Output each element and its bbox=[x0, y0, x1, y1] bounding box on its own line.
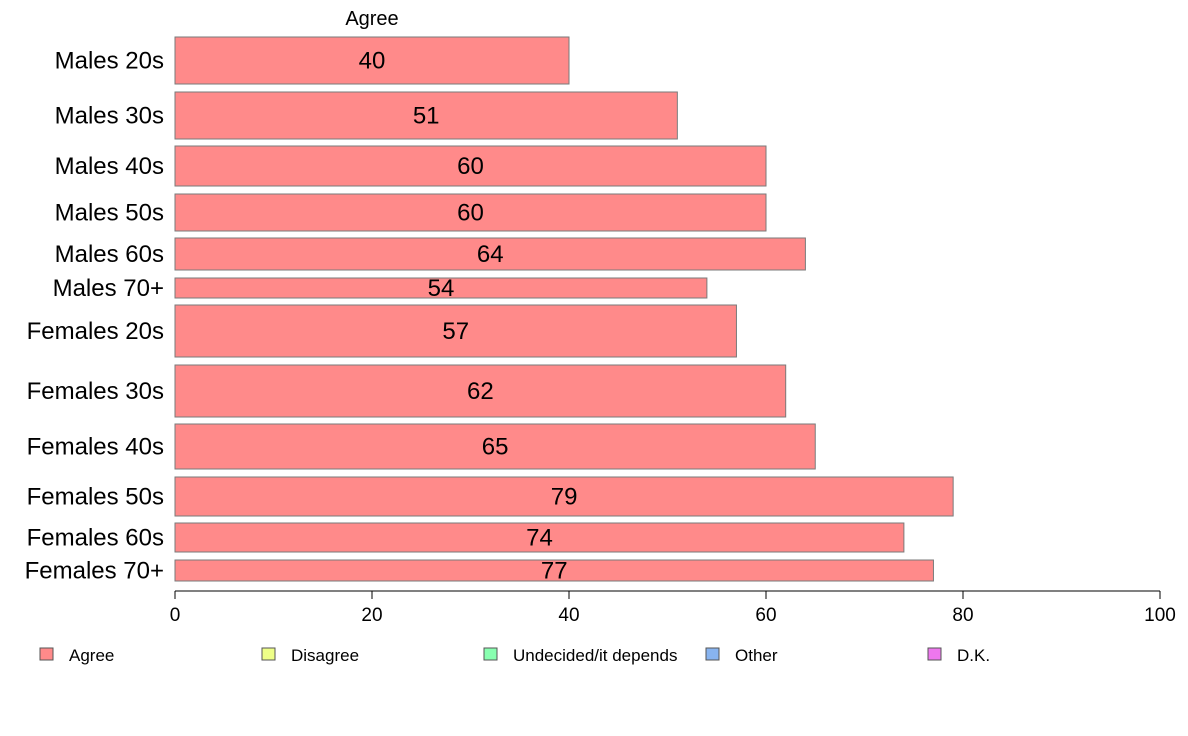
legend-label: Other bbox=[735, 646, 778, 665]
bar bbox=[174, 36, 570, 85]
category-label: Females 60s bbox=[27, 525, 164, 552]
x-axis: 0 20 40 60 80 100 bbox=[170, 590, 1176, 626]
category-label: Males 60s bbox=[55, 241, 164, 268]
category-label: Females 40s bbox=[27, 434, 164, 461]
x-tick-label: 20 bbox=[361, 605, 382, 626]
legend: Agree Disagree Undecided/it depends Other D.… bbox=[39, 646, 990, 665]
category-label: Males 30s bbox=[55, 103, 164, 130]
category-label: Females 20s bbox=[27, 318, 164, 345]
bars-group: Males 20s 40 Males 30s 51 Males 40s 60 Males 5… bbox=[25, 36, 954, 585]
legend-label: Undecided/it depends bbox=[513, 646, 677, 665]
bar bbox=[174, 364, 787, 418]
legend-label: Disagree bbox=[291, 646, 359, 665]
bar bbox=[174, 145, 767, 187]
bar bbox=[174, 423, 816, 470]
x-tick-label: 100 bbox=[1144, 605, 1176, 626]
bar bbox=[174, 476, 954, 517]
legend-label: D.K. bbox=[957, 646, 990, 665]
legend-swatch bbox=[927, 647, 942, 661]
category-label: Males 40s bbox=[55, 153, 164, 180]
bar bbox=[174, 237, 806, 271]
bar-value-label: 60 bbox=[457, 153, 484, 180]
bar-value-label: 65 bbox=[482, 434, 509, 461]
legend-swatch bbox=[705, 647, 720, 661]
bar-value-label: 79 bbox=[551, 484, 578, 511]
bar-value-label: 51 bbox=[413, 103, 440, 130]
x-tick-label: 80 bbox=[952, 605, 973, 626]
bar-value-label: 60 bbox=[457, 200, 484, 227]
bar bbox=[174, 522, 905, 553]
bar bbox=[174, 559, 934, 582]
category-label: Females 50s bbox=[27, 484, 164, 511]
category-label: Males 70+ bbox=[53, 275, 164, 302]
legend-swatch bbox=[483, 647, 498, 661]
bar-value-label: 64 bbox=[477, 241, 504, 268]
bar bbox=[174, 193, 767, 232]
bar-value-label: 40 bbox=[359, 48, 386, 75]
bar-value-label: 57 bbox=[442, 318, 469, 345]
bar bbox=[174, 277, 708, 299]
legend-swatch bbox=[39, 647, 54, 661]
series-title: Agree bbox=[345, 8, 398, 30]
bar-value-label: 74 bbox=[526, 525, 553, 552]
category-label: Males 20s bbox=[55, 48, 164, 75]
category-label: Females 70+ bbox=[25, 558, 164, 585]
category-label: Males 50s bbox=[55, 200, 164, 227]
legend-label: Agree bbox=[69, 646, 114, 665]
x-tick-label: 60 bbox=[755, 605, 776, 626]
x-tick-label: 40 bbox=[558, 605, 579, 626]
category-label: Females 30s bbox=[27, 378, 164, 405]
bar bbox=[174, 304, 737, 358]
bar bbox=[174, 91, 678, 140]
bar-value-label: 62 bbox=[467, 378, 494, 405]
bar-value-label: 54 bbox=[428, 275, 455, 302]
legend-swatch bbox=[261, 647, 276, 661]
bar-value-label: 77 bbox=[541, 558, 568, 585]
x-tick-label: 0 bbox=[170, 605, 181, 626]
